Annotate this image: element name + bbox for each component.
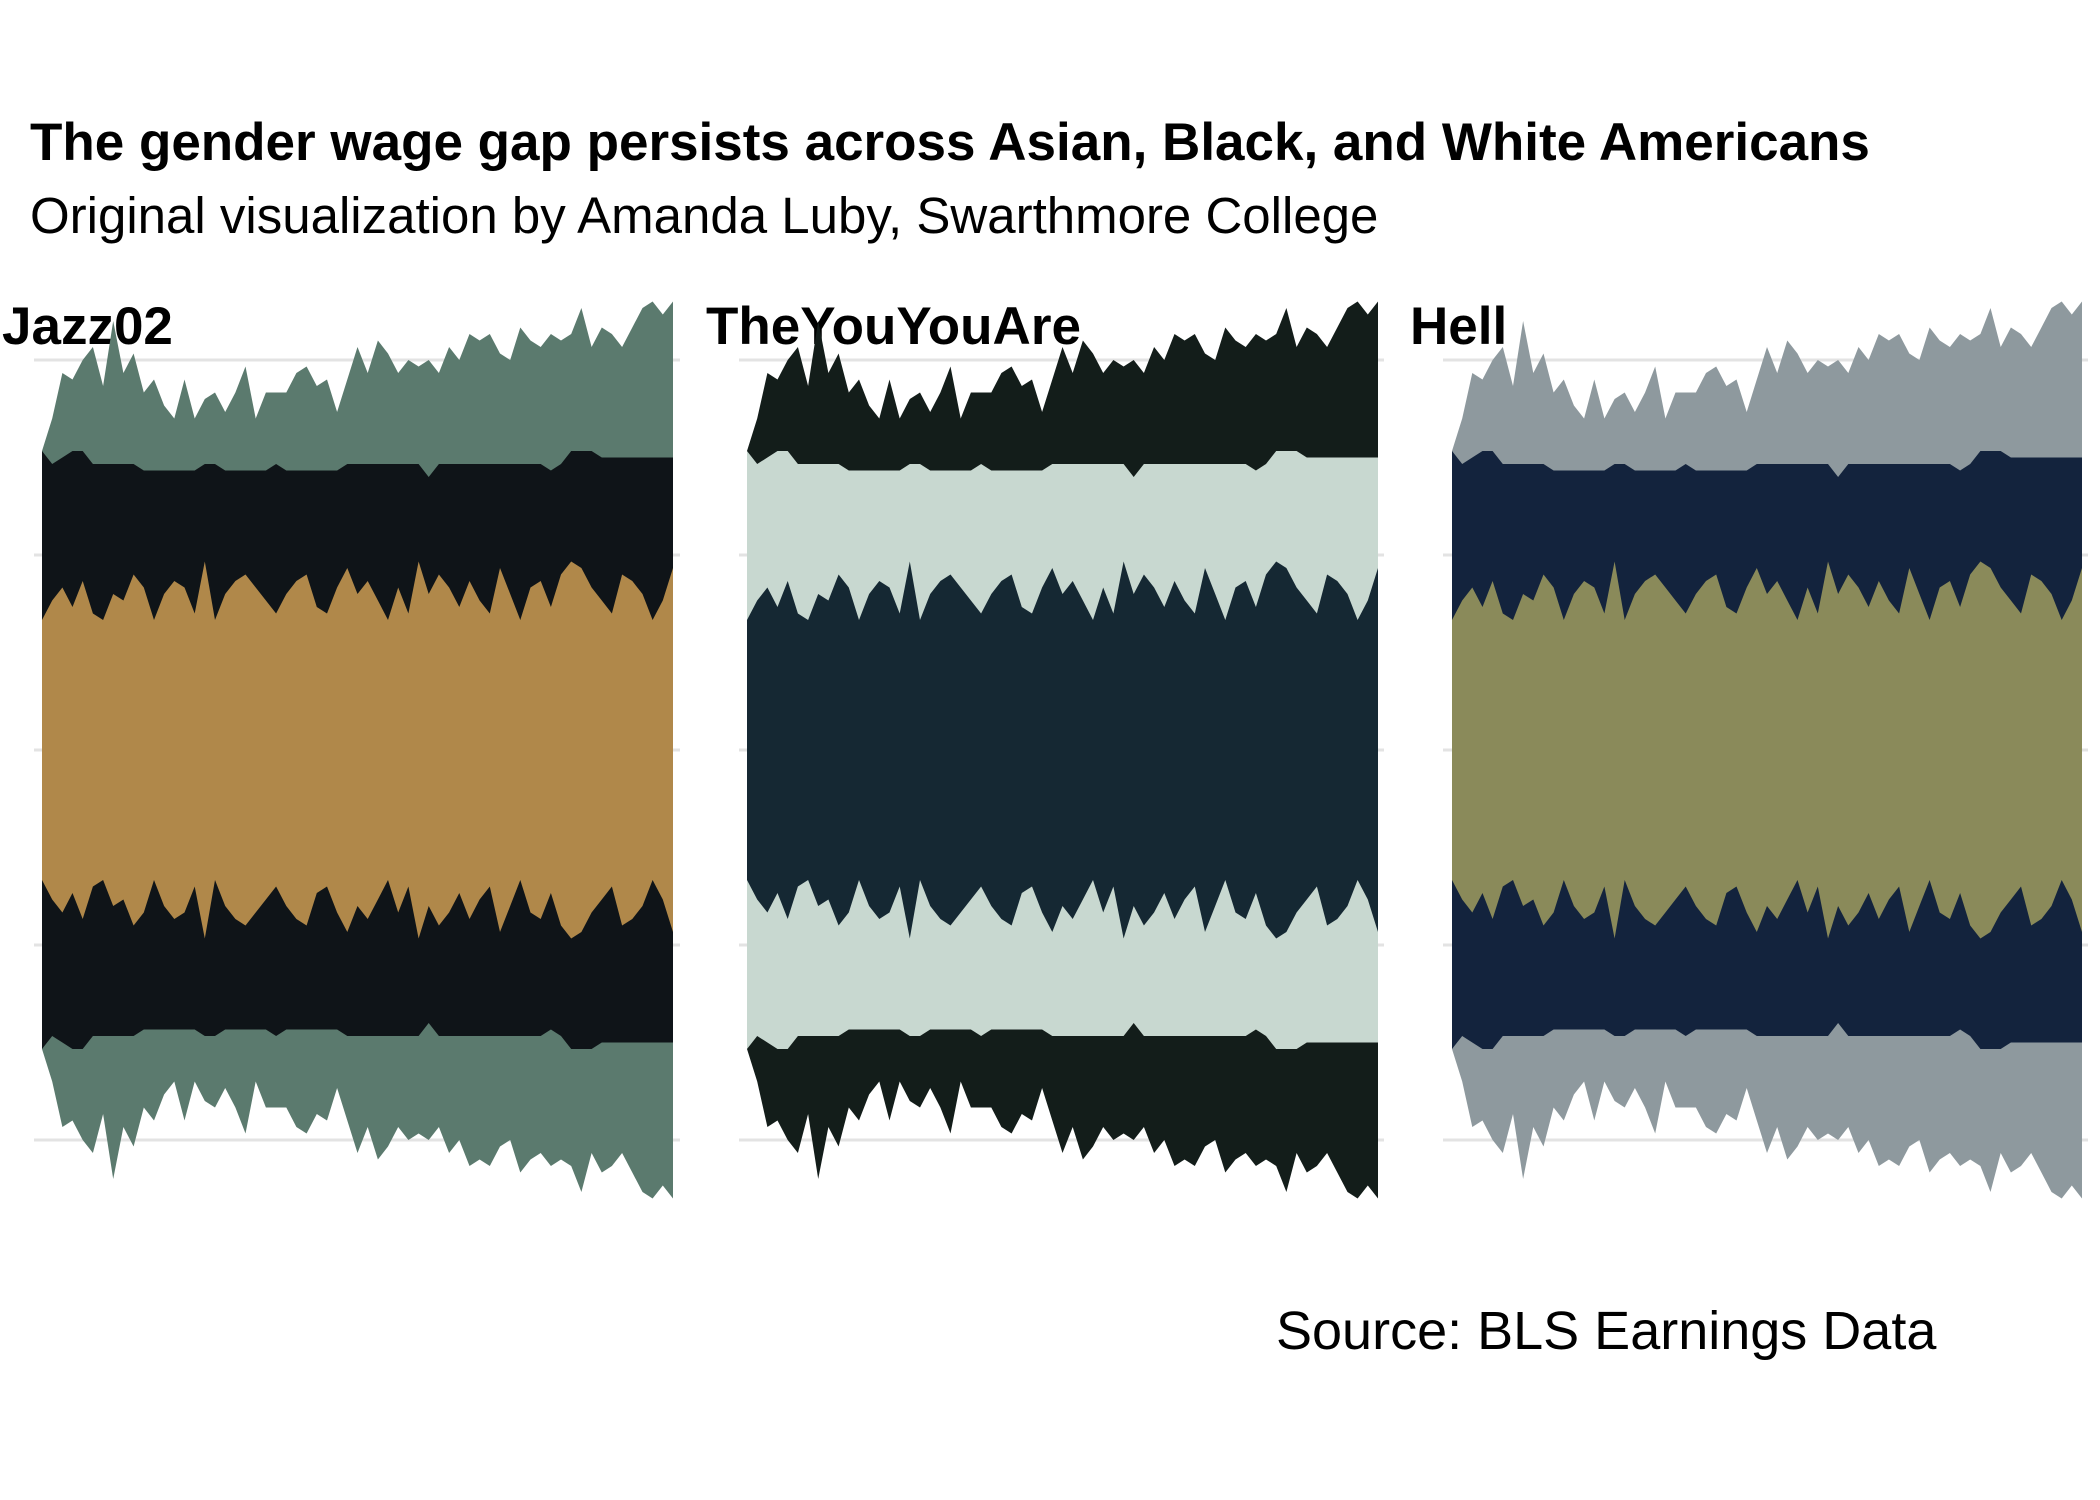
facet-panel-3 xyxy=(1443,301,2088,1199)
chart-title: The gender wage gap persists across Asia… xyxy=(30,113,1870,172)
stream-layer-1 xyxy=(747,561,1378,939)
stream-layer-1 xyxy=(42,561,673,939)
facet-label-2: TheYouYouAre xyxy=(706,297,1081,356)
chart-subtitle: Original visualization by Amanda Luby, S… xyxy=(30,187,1379,244)
stream-layer-1 xyxy=(1452,561,2082,939)
facet-panel-1 xyxy=(34,301,680,1199)
facet-label-1: Jazz02 xyxy=(2,297,173,356)
facet-label-3: Hell xyxy=(1410,297,1508,356)
source-caption: Source: BLS Earnings Data xyxy=(1276,1301,1937,1361)
facet-panel-2 xyxy=(739,301,1384,1199)
